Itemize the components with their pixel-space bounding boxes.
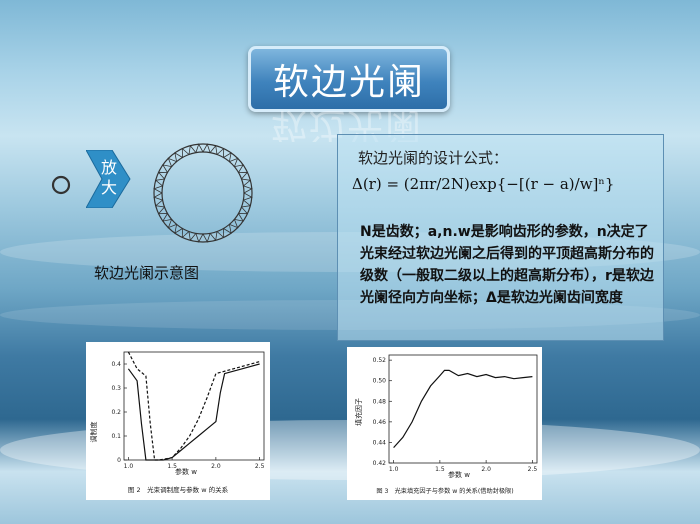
y-axis-label: 填充因子: [354, 398, 363, 426]
series-line-0: [393, 369, 533, 449]
y-tick-label: 0.46: [373, 419, 387, 426]
x-tick-label: 2.5: [528, 466, 538, 473]
x-tick-label: 1.0: [124, 463, 134, 470]
y-tick-label: 0.44: [373, 439, 387, 446]
x-tick-label: 2.0: [211, 463, 221, 470]
y-tick-label: 0.2: [111, 409, 121, 416]
x-tick-label: 1.0: [389, 466, 399, 473]
x-tick-label: 2.5: [255, 463, 265, 470]
x-tick-label: 2.0: [481, 466, 491, 473]
description-text: N是齿数；a,n.w是影响齿形的参数，n决定了光束经过软边光阑之后得到的平顶超高…: [360, 224, 654, 306]
plot-caption: 图 3 光束填充因子与参数 w 的关系(借助封极限): [376, 487, 513, 495]
formula: Δ(r) = (2πr/2N)exp{−[(r − a)/w]ⁿ}: [352, 175, 615, 193]
plot-frame: [388, 354, 538, 464]
y-tick-label: 0.42: [373, 460, 387, 467]
chevron-arrow-icon: [86, 150, 131, 208]
x-tick-label: 1.5: [167, 463, 177, 470]
page-title: 软边光阑: [272, 62, 425, 103]
y-tick-label: 0.48: [373, 398, 387, 405]
x-axis-label: 参数 w: [175, 467, 197, 476]
series-line-1: [127, 351, 260, 461]
formula-box: 软边光阑的设计公式： Δ(r) = (2πr/2N)exp{−[(r − a)/…: [337, 134, 664, 341]
y-tick-label: 0: [117, 457, 121, 464]
y-tick-label: 0.52: [373, 357, 387, 364]
formula-title: 软边光阑的设计公式：: [358, 149, 509, 167]
modulation-chart: 调制度 参数 w 图 2 光束调制度与参数 w 的关系 1.0 1.5 2.0 2.5…: [89, 351, 265, 494]
y-tick-label: 0.50: [373, 378, 387, 385]
modulation-plot: 调制度 参数 w 图 2 光束调制度与参数 w 的关系 1.0 1.5 2.0 2.5…: [86, 342, 270, 500]
x-axis-label: 参数 w: [448, 470, 470, 479]
y-tick-label: 0.4: [111, 361, 121, 368]
y-axis-label: 调制度: [89, 422, 98, 443]
y-tick-label: 0.1: [111, 433, 121, 440]
fill-factor-plot: 填充因子 参数 w 图 3 光束填充因子与参数 w 的关系(借助封极限) 1.0…: [347, 347, 542, 500]
plot-caption: 图 2 光束调制度与参数 w 的关系: [128, 485, 229, 494]
fill-factor-chart: 填充因子 参数 w 图 3 光束填充因子与参数 w 的关系(借助封极限) 1.0…: [354, 354, 538, 495]
series-line-0: [127, 363, 260, 461]
serrated-aperture-diagram: [153, 143, 253, 243]
chevron-label: 放大: [100, 158, 117, 197]
plot-frame: [123, 351, 265, 461]
title-box: 软边光阑: [248, 46, 450, 112]
x-tick-label: 1.5: [435, 466, 445, 473]
diagram-label: 软边光阑示意图: [94, 264, 200, 282]
y-tick-label: 0.3: [111, 385, 121, 392]
small-ring-icon: [51, 175, 71, 195]
aperture-teeth: [153, 143, 253, 243]
